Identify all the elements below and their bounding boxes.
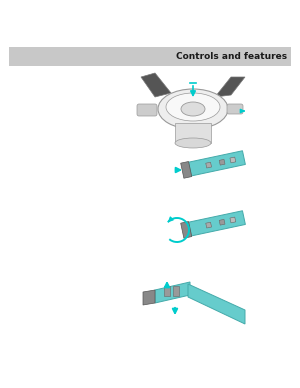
Polygon shape	[189, 211, 245, 236]
Ellipse shape	[158, 89, 228, 129]
Polygon shape	[181, 222, 192, 238]
Polygon shape	[206, 162, 211, 168]
Polygon shape	[230, 157, 236, 163]
Bar	[175, 123, 211, 143]
Polygon shape	[164, 286, 170, 296]
Polygon shape	[188, 284, 245, 324]
FancyBboxPatch shape	[137, 104, 157, 116]
Polygon shape	[230, 217, 236, 223]
FancyBboxPatch shape	[227, 104, 243, 114]
Ellipse shape	[166, 93, 220, 121]
Polygon shape	[206, 222, 211, 228]
Polygon shape	[181, 161, 192, 178]
Polygon shape	[143, 290, 155, 305]
Ellipse shape	[181, 102, 205, 116]
Polygon shape	[141, 73, 171, 97]
Polygon shape	[219, 219, 225, 225]
Ellipse shape	[175, 138, 211, 148]
Polygon shape	[189, 151, 245, 176]
Polygon shape	[155, 282, 190, 303]
Polygon shape	[215, 77, 245, 97]
Polygon shape	[219, 159, 225, 165]
Text: Controls and features: Controls and features	[176, 52, 287, 61]
Bar	[9, 47, 291, 66]
Polygon shape	[173, 286, 179, 296]
